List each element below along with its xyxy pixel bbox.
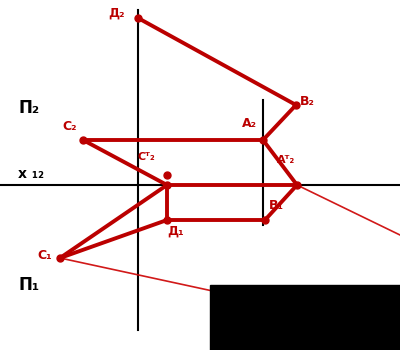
- Text: C₁: C₁: [37, 249, 52, 262]
- Text: Aᵀ₂: Aᵀ₂: [277, 155, 295, 165]
- Text: Cᵀ₂: Cᵀ₂: [137, 152, 155, 162]
- Text: C₂: C₂: [62, 120, 77, 133]
- Text: Π₂: Π₂: [18, 99, 39, 117]
- Text: Д₁: Д₁: [167, 225, 184, 238]
- Text: B₁: B₁: [269, 199, 284, 212]
- Text: Π₁: Π₁: [18, 276, 39, 294]
- Text: B₂: B₂: [300, 95, 315, 108]
- Text: Д₂: Д₂: [108, 7, 125, 20]
- Bar: [210, 285, 400, 350]
- Text: x ₁₂: x ₁₂: [18, 167, 44, 181]
- Text: A₂: A₂: [242, 117, 257, 130]
